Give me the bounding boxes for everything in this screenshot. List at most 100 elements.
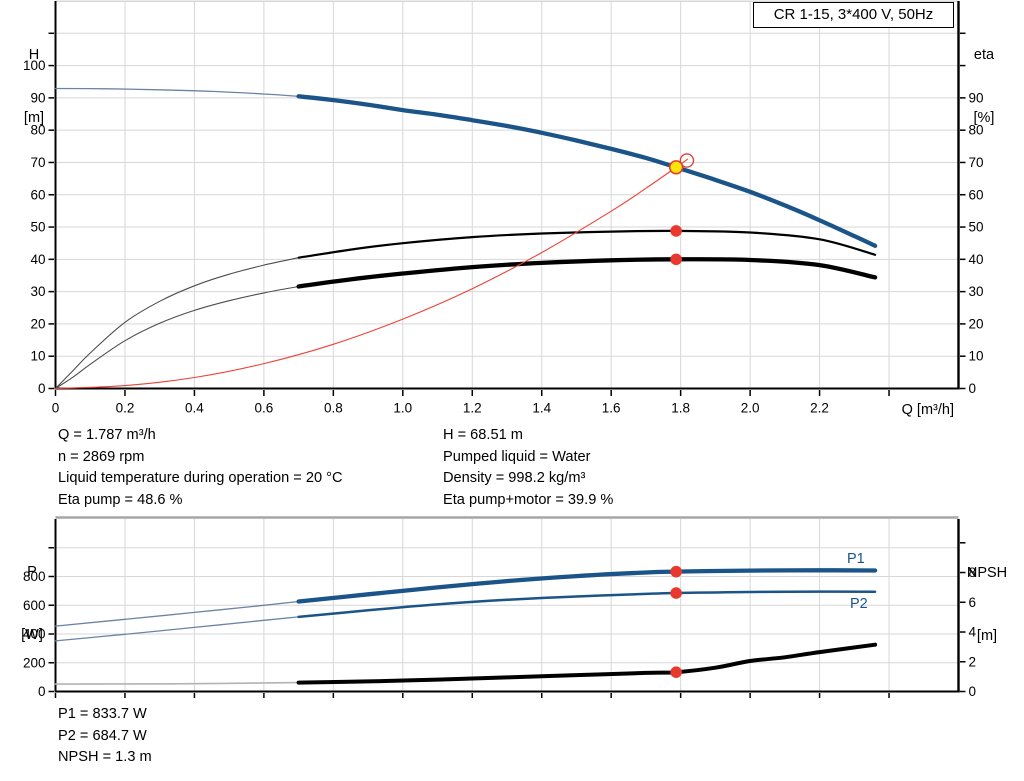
y-left-tick-label: 10 — [30, 349, 45, 364]
bottom-left-axis-unit: P [W] — [11, 520, 53, 688]
x-tick-label: 0.4 — [185, 401, 204, 416]
x-axis-label: Q [m³/h] — [901, 402, 954, 418]
y-right-tick-label: 50 — [969, 220, 984, 235]
duty-info-left: Q = 1.787 m³/h n = 2869 rpm Liquid tempe… — [58, 425, 343, 511]
p2-curve — [297, 590, 877, 619]
y-left-tick-label: 400 — [23, 627, 46, 642]
x-tick-label: 1.8 — [671, 401, 690, 416]
y-left-tick-label: 200 — [23, 655, 46, 670]
x-tick-label: 0.2 — [116, 401, 135, 416]
y-right-tick-label: 2 — [969, 654, 977, 669]
npsh-point — [670, 666, 682, 678]
y-right-tick-label: 80 — [969, 123, 984, 138]
eta-pump-curve — [297, 229, 877, 259]
y-right-tick-label: 10 — [969, 349, 984, 364]
pump-title-box: CR 1-15, 3*400 V, 50Hz — [753, 2, 954, 28]
y-right-tick-label: 70 — [969, 155, 984, 170]
top-left-axis-unit: H [m] — [13, 3, 55, 171]
y-left-tick-label: 60 — [30, 187, 45, 202]
head-curve — [296, 94, 878, 248]
x-tick-label: 1.0 — [393, 401, 412, 416]
h-axis-label: H — [28, 47, 40, 63]
y-left-tick-label: 100 — [23, 58, 46, 73]
info-p2: P2 = 684.7 W — [58, 727, 147, 744]
y-left-tick-label: 600 — [23, 598, 46, 613]
y-right-tick-label: 40 — [969, 252, 984, 267]
x-tick-label: 0 — [52, 401, 60, 416]
info-h: H = 68.51 m — [443, 427, 523, 443]
info-density: Density = 998.2 kg/m³ — [443, 470, 586, 487]
system-curve — [54, 158, 689, 390]
axes: 0 10 20 30 40 50 60 70 80 90 100 0 10 20 30 40 50 60 70 80 9… — [23, 1, 984, 416]
p1-curve-label: P1 — [847, 551, 865, 567]
eta-axis-unit: [%] — [973, 110, 995, 126]
x-tick-label: 1.2 — [463, 401, 482, 416]
eta-pump-motor-curve — [296, 257, 878, 289]
npsh-curve-thin — [54, 681, 300, 685]
y-left-tick-label: 30 — [30, 284, 45, 299]
grid-lines — [55, 0, 959, 389]
y-left-tick-label: 20 — [30, 316, 45, 331]
y-right-tick-label: 0 — [969, 381, 977, 396]
actual-duty-point — [668, 160, 684, 175]
p1-curve-thin — [54, 600, 300, 627]
eta-pump-motor-point — [670, 253, 682, 266]
eta-pump-curve-thin — [54, 257, 300, 390]
info-q: Q = 1.787 m³/h — [58, 427, 156, 443]
x-tick-label: 1.4 — [532, 401, 551, 416]
head-curve-thin — [54, 87, 300, 97]
p-axis-label: P — [27, 564, 37, 580]
requested-duty-point — [679, 153, 695, 168]
npsh-curve — [296, 642, 878, 685]
y-right-tick-label: 90 — [969, 90, 984, 105]
y-right-tick-label: 30 — [969, 284, 984, 299]
y-left-tick-label: 90 — [30, 90, 45, 105]
info-p1: P1 = 833.7 W — [58, 706, 147, 722]
info-pumped-liquid: Pumped liquid = Water — [443, 448, 591, 465]
y-left-tick-label: 80 — [30, 123, 45, 138]
x-tick-label: 2.2 — [810, 401, 829, 416]
p-axis-unit: [W] — [21, 627, 43, 643]
qh-eta-chart: 0 10 20 30 40 50 60 70 80 90 100 0 10 20 30 40 50 60 70 80 9… — [23, 0, 984, 416]
bottom-right-axis-unit: NPSH [m] — [958, 521, 1016, 689]
p1-point — [670, 565, 682, 578]
eta-pump-motor-curve-thin — [54, 285, 300, 390]
p2-curve-thin — [54, 616, 300, 642]
y-left-tick-label: 0 — [38, 684, 46, 699]
duty-info-right: H = 68.51 m Pumped liquid = Water Densit… — [443, 425, 613, 511]
info-liquid-temp: Liquid temperature during operation = 20… — [58, 470, 343, 487]
y-right-tick-label: 6 — [969, 595, 977, 610]
y-right-tick-label: 60 — [969, 187, 984, 202]
x-tick-label: 0.6 — [254, 401, 273, 416]
x-tick-label: 0.8 — [324, 401, 343, 416]
power-npsh-chart: 0 200 400 600 800 0 2 4 6 8 — [23, 516, 977, 699]
y-left-tick-label: 50 — [30, 220, 45, 235]
y-left-tick-label: 800 — [23, 569, 46, 584]
y-left-tick-label: 70 — [30, 155, 45, 170]
eta-pump-point — [670, 225, 682, 237]
y-right-tick-label: 20 — [969, 316, 984, 331]
y-right-tick-label: 4 — [969, 625, 977, 640]
power-info: P1 = 833.7 W P2 = 684.7 W NPSH = 1.3 m — [58, 704, 152, 769]
info-n: n = 2869 rpm — [58, 448, 145, 465]
y-right-tick-label: 0 — [969, 684, 977, 699]
x-tick-label: 2.0 — [741, 401, 760, 416]
y-left-tick-label: 0 — [38, 381, 46, 396]
h-axis-unit: [m] — [23, 110, 45, 126]
p1-curve — [296, 568, 878, 604]
info-eta-pump: Eta pump = 48.6 % — [58, 491, 183, 508]
npsh-axis-label: NPSH — [966, 565, 1008, 581]
info-eta-pump-motor: Eta pump+motor = 39.9 % — [443, 491, 614, 508]
y-right-tick-label: 8 — [969, 565, 977, 580]
top-right-axis-unit: eta [%] — [962, 3, 1006, 171]
eta-axis-label: eta — [973, 47, 995, 63]
npsh-axis-unit: [m] — [976, 628, 998, 644]
x-tick-label: 1.6 — [602, 401, 621, 416]
axes: 0 200 400 600 800 0 2 4 6 8 — [23, 519, 977, 699]
p2-point — [670, 587, 682, 599]
y-left-tick-label: 40 — [30, 252, 45, 267]
grid-lines — [55, 519, 959, 692]
info-npsh: NPSH = 1.3 m — [58, 749, 152, 766]
